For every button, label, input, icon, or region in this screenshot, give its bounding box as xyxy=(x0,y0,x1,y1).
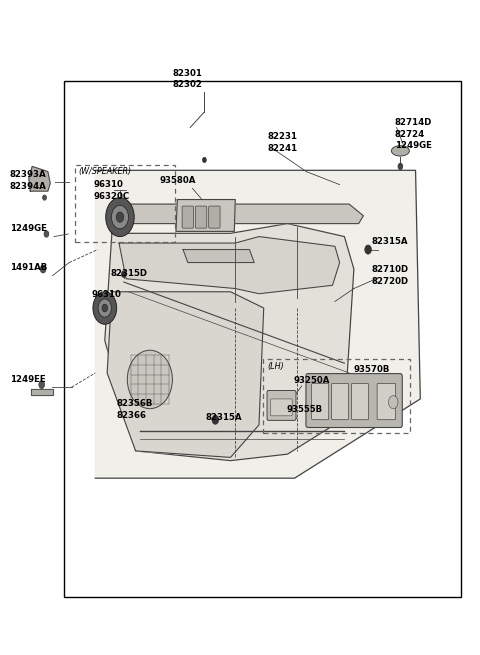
Circle shape xyxy=(40,265,46,273)
Polygon shape xyxy=(117,204,363,223)
Ellipse shape xyxy=(127,350,172,409)
FancyBboxPatch shape xyxy=(306,373,402,428)
Text: 1491AB: 1491AB xyxy=(10,263,47,272)
Circle shape xyxy=(39,381,45,388)
Circle shape xyxy=(106,198,134,236)
Text: 82394A: 82394A xyxy=(10,181,47,191)
Text: 96310: 96310 xyxy=(91,290,121,299)
Circle shape xyxy=(388,396,398,409)
FancyBboxPatch shape xyxy=(209,206,220,228)
Circle shape xyxy=(116,212,124,222)
Text: 82315D: 82315D xyxy=(110,269,147,278)
Text: 82241: 82241 xyxy=(267,144,298,153)
Polygon shape xyxy=(29,166,50,191)
Text: 1249EE: 1249EE xyxy=(10,375,46,384)
Text: 1249GE: 1249GE xyxy=(395,141,432,150)
Text: 82714D: 82714D xyxy=(395,118,432,127)
Text: 82710D: 82710D xyxy=(372,265,409,274)
Polygon shape xyxy=(31,388,53,395)
Text: 82315A: 82315A xyxy=(372,237,408,246)
Text: 82231: 82231 xyxy=(267,132,298,141)
Text: 82301: 82301 xyxy=(173,69,203,77)
Circle shape xyxy=(203,157,206,162)
FancyBboxPatch shape xyxy=(270,399,292,416)
FancyBboxPatch shape xyxy=(377,383,396,420)
Circle shape xyxy=(98,299,111,317)
Text: 82393A: 82393A xyxy=(10,170,47,179)
Circle shape xyxy=(44,231,49,237)
Polygon shape xyxy=(105,223,354,460)
FancyBboxPatch shape xyxy=(195,206,207,228)
Bar xyxy=(64,81,461,597)
FancyBboxPatch shape xyxy=(332,383,348,420)
Ellipse shape xyxy=(391,145,409,156)
Circle shape xyxy=(398,163,403,170)
Polygon shape xyxy=(183,250,254,263)
Circle shape xyxy=(365,245,372,254)
Text: 93555B: 93555B xyxy=(286,405,322,414)
Circle shape xyxy=(43,195,47,200)
Text: 82366: 82366 xyxy=(117,411,147,420)
Polygon shape xyxy=(119,236,340,293)
Polygon shape xyxy=(176,200,235,231)
FancyBboxPatch shape xyxy=(267,390,296,421)
Text: (W/SPEAKER): (W/SPEAKER) xyxy=(79,167,132,176)
Text: 82720D: 82720D xyxy=(372,277,409,286)
Text: 96320C: 96320C xyxy=(94,192,130,201)
Circle shape xyxy=(111,206,129,229)
Polygon shape xyxy=(96,170,420,478)
Text: 93580A: 93580A xyxy=(159,176,196,185)
Circle shape xyxy=(102,304,108,312)
Circle shape xyxy=(121,271,126,278)
Text: 93250A: 93250A xyxy=(294,377,330,385)
Text: 93570B: 93570B xyxy=(354,365,390,373)
FancyBboxPatch shape xyxy=(182,206,193,228)
Text: 82356B: 82356B xyxy=(117,399,153,408)
Text: (LH): (LH) xyxy=(267,362,284,371)
FancyBboxPatch shape xyxy=(312,383,329,420)
Circle shape xyxy=(212,415,219,424)
Polygon shape xyxy=(107,291,264,457)
Circle shape xyxy=(93,291,117,324)
Text: 82724: 82724 xyxy=(395,130,425,139)
Text: 96310: 96310 xyxy=(94,180,124,189)
FancyBboxPatch shape xyxy=(351,383,369,420)
Text: 82315A: 82315A xyxy=(206,413,242,422)
Text: 82302: 82302 xyxy=(173,80,203,89)
Text: 1249GE: 1249GE xyxy=(10,225,47,233)
